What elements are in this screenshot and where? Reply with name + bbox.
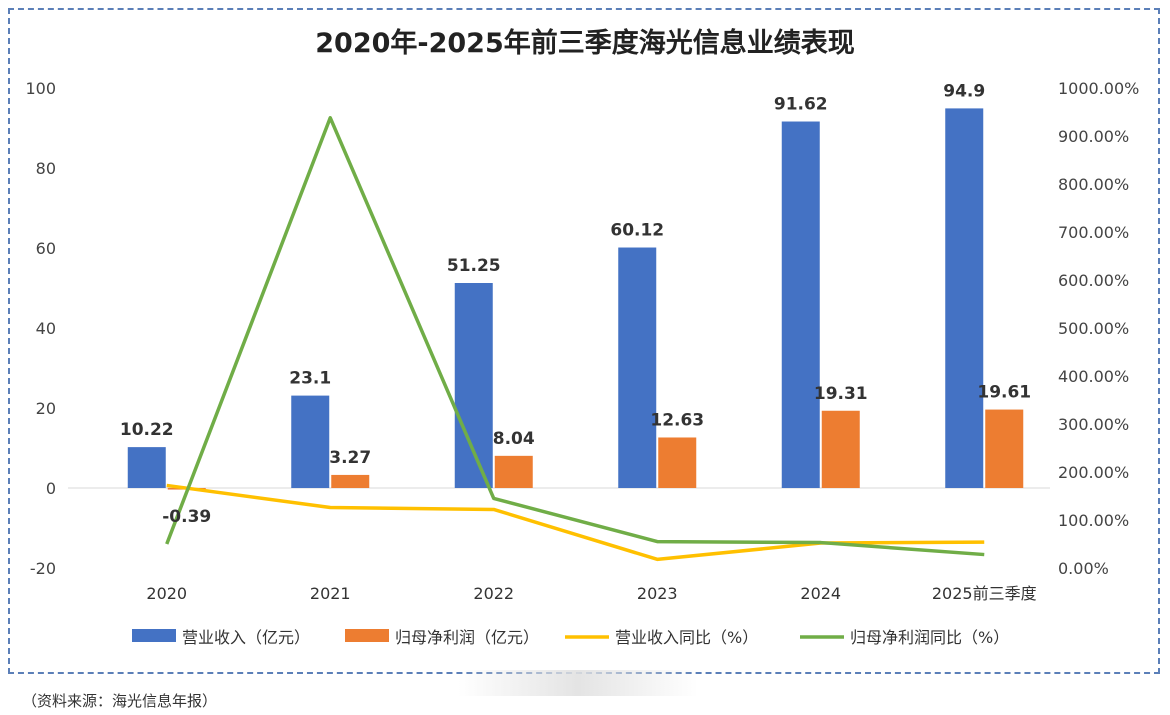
right-axis-tick: 1000.00% (1058, 79, 1139, 98)
profit-data-label: -0.39 (162, 507, 211, 527)
revenue-bar (291, 395, 330, 488)
profit-data-label: 19.31 (814, 384, 868, 404)
legend-label: 归母净利润同比（%） (850, 628, 1009, 647)
left-axis-tick: 100 (25, 79, 56, 98)
profit-bar (821, 410, 860, 488)
right-axis-tick: 900.00% (1058, 127, 1129, 146)
right-axis-tick: 800.00% (1058, 175, 1129, 194)
x-axis-tick: 2022 (473, 584, 514, 603)
x-axis-tick: 2025前三季度 (932, 584, 1037, 603)
right-axis-tick: 300.00% (1058, 415, 1129, 434)
revenue-yoy-line (166, 483, 985, 562)
legend-swatch-bar (345, 629, 389, 642)
plot-area: 100 80 60 40 20 0 -20 1000.00% 900.00% 800.00% 700… (25, 79, 1139, 603)
revenue-bar (618, 247, 657, 488)
profit-yoy-line (165, 116, 985, 557)
right-axis-tick: 600.00% (1058, 271, 1129, 290)
right-axis-tick: 0.00% (1058, 559, 1109, 578)
profit-data-label: 12.63 (650, 410, 704, 430)
revenue-bar (945, 108, 984, 489)
revenue-bar (127, 447, 166, 488)
legend: 营业收入（亿元） 归母净利润（亿元） 营业收入同比（%） 归母净利润同比（%） (132, 628, 1009, 647)
revenue-data-label: 10.22 (120, 420, 174, 440)
profit-bar (494, 455, 533, 488)
left-axis-tick: 60 (36, 239, 56, 258)
left-axis-tick: 40 (36, 319, 56, 338)
chart-title: 2020年-2025年前三季度海光信息业绩表现 (315, 27, 855, 59)
left-axis-tick: 20 (36, 399, 56, 418)
profit-bar (985, 409, 1024, 488)
left-axis-tick: 80 (36, 159, 56, 178)
revenue-data-label: 91.62 (774, 95, 828, 115)
x-axis-tick: 2023 (637, 584, 678, 603)
revenue-data-label: 94.9 (943, 81, 985, 101)
right-axis-tick: 400.00% (1058, 367, 1129, 386)
profit-data-label: 8.04 (493, 429, 535, 449)
legend-label: 归母净利润（亿元） (395, 628, 539, 647)
revenue-data-label: 51.25 (447, 256, 501, 276)
revenue-data-label: 23.1 (289, 369, 331, 389)
x-axis-tick: 2024 (800, 584, 841, 603)
legend-label: 营业收入同比（%） (615, 628, 758, 647)
profit-bar (658, 437, 697, 488)
right-axis-tick: 700.00% (1058, 223, 1129, 242)
x-axis-tick: 2021 (310, 584, 351, 603)
profit-data-label: 19.61 (977, 383, 1031, 403)
revenue-bar (454, 283, 493, 488)
profit-data-label: 3.27 (329, 448, 371, 468)
revenue-bar (781, 121, 820, 489)
right-axis-tick: 100.00% (1058, 511, 1129, 530)
legend-label: 营业收入（亿元） (182, 628, 310, 647)
left-axis-tick: -20 (30, 559, 56, 578)
watermark-blur (458, 670, 698, 696)
revenue-data-label: 60.12 (610, 221, 664, 241)
left-axis-tick: 0 (46, 479, 56, 498)
right-axis-tick: 200.00% (1058, 463, 1129, 482)
x-axis-tick: 2020 (146, 584, 187, 603)
profit-bar (331, 474, 370, 488)
right-axis-tick: 500.00% (1058, 319, 1129, 338)
source-note: （资料来源：海光信息年报） (22, 692, 218, 710)
legend-swatch-bar (132, 629, 176, 642)
